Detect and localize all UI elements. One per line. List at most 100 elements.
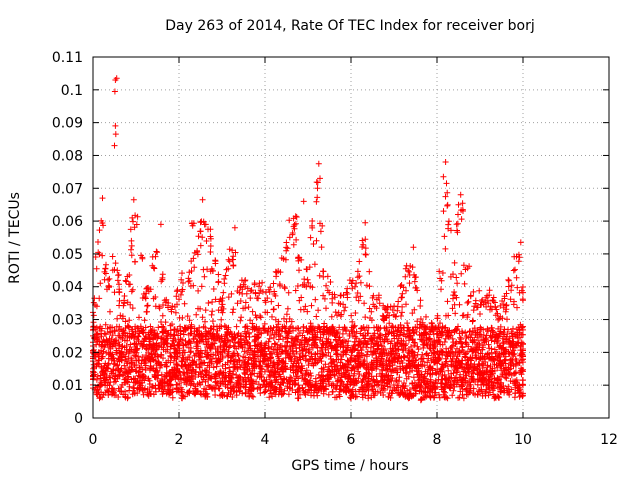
data-point: [177, 328, 184, 334]
data-point: [289, 387, 296, 393]
data-point: [247, 317, 254, 324]
data-point: [158, 344, 165, 351]
data-point: [137, 368, 144, 375]
data-point: [230, 262, 237, 269]
data-point: [112, 131, 119, 138]
data-point: [442, 324, 449, 331]
data-point: [432, 359, 438, 366]
data-point: [413, 357, 420, 363]
data-point: [466, 389, 473, 396]
data-point: [197, 381, 204, 388]
data-point: [173, 293, 180, 300]
data-point: [444, 298, 451, 305]
data-point: [348, 312, 355, 319]
data-point: [197, 360, 204, 367]
data-point: [278, 391, 285, 398]
data-point: [265, 383, 272, 390]
data-point: [399, 309, 405, 316]
data-point: [257, 313, 263, 319]
data-point: [190, 282, 197, 289]
data-point: [202, 318, 208, 325]
data-point: [274, 368, 281, 374]
data-point: [411, 352, 418, 359]
data-point: [251, 361, 258, 368]
data-point: [176, 380, 183, 387]
data-point: [102, 331, 109, 338]
data-point: [277, 269, 284, 276]
data-point: [151, 327, 157, 334]
data-point: [174, 367, 181, 374]
data-point: [406, 335, 413, 341]
data-point: [361, 300, 368, 307]
data-point: [436, 394, 443, 401]
data-point: [95, 239, 101, 245]
data-point: [158, 351, 164, 358]
data-point: [223, 393, 230, 400]
data-point: [475, 377, 482, 383]
data-point: [308, 372, 315, 379]
data-point: [412, 390, 419, 397]
data-point: [477, 311, 483, 317]
data-point: [132, 258, 139, 265]
data-point: [315, 160, 322, 167]
data-point: [239, 343, 245, 350]
data-point: [459, 330, 466, 337]
data-point: [140, 358, 147, 365]
data-point: [235, 340, 242, 347]
data-point: [201, 221, 208, 228]
data-point: [250, 393, 257, 400]
data-point: [197, 350, 204, 356]
data-point: [424, 359, 431, 366]
data-point: [212, 260, 219, 267]
data-point: [362, 245, 369, 252]
data-point: [188, 348, 194, 355]
data-point: [333, 351, 339, 358]
data-point: [135, 357, 142, 364]
data-point: [314, 185, 321, 192]
data-point: [399, 383, 406, 390]
data-point: [414, 318, 421, 325]
data-point: [227, 391, 234, 398]
data-point: [93, 303, 100, 310]
data-point: [377, 332, 384, 339]
data-point: [383, 306, 390, 313]
data-point: [191, 358, 198, 365]
data-point: [393, 377, 400, 383]
data-point: [379, 362, 386, 369]
data-point: [384, 377, 391, 384]
data-point: [346, 361, 352, 368]
data-point: [286, 344, 293, 350]
data-point: [341, 373, 348, 380]
data-point: [205, 382, 212, 389]
data-point: [410, 349, 417, 356]
data-point: [390, 311, 397, 318]
data-point: [261, 357, 268, 364]
data-point: [228, 290, 235, 297]
data-point: [199, 314, 206, 321]
data-point: [456, 351, 463, 357]
data-point: [300, 327, 307, 334]
data-point: [518, 357, 525, 364]
data-point: [406, 390, 413, 397]
data-point: [209, 318, 216, 325]
data-point: [234, 288, 241, 294]
data-point: [452, 310, 459, 317]
data-point: [325, 330, 332, 336]
data-point: [244, 375, 251, 382]
data-point: [398, 358, 405, 364]
data-point: [132, 375, 139, 382]
data-point: [393, 384, 400, 391]
data-point: [307, 283, 314, 290]
data-point: [359, 378, 366, 384]
data-point: [148, 365, 155, 372]
data-point: [518, 287, 525, 294]
data-point: [497, 388, 504, 395]
data-point: [356, 273, 363, 280]
data-point: [265, 286, 272, 293]
data-point: [290, 241, 297, 248]
data-point: [237, 298, 244, 304]
data-point: [117, 312, 124, 319]
data-point: [331, 372, 338, 379]
data-point: [136, 328, 143, 335]
scatter-points: [90, 75, 526, 404]
